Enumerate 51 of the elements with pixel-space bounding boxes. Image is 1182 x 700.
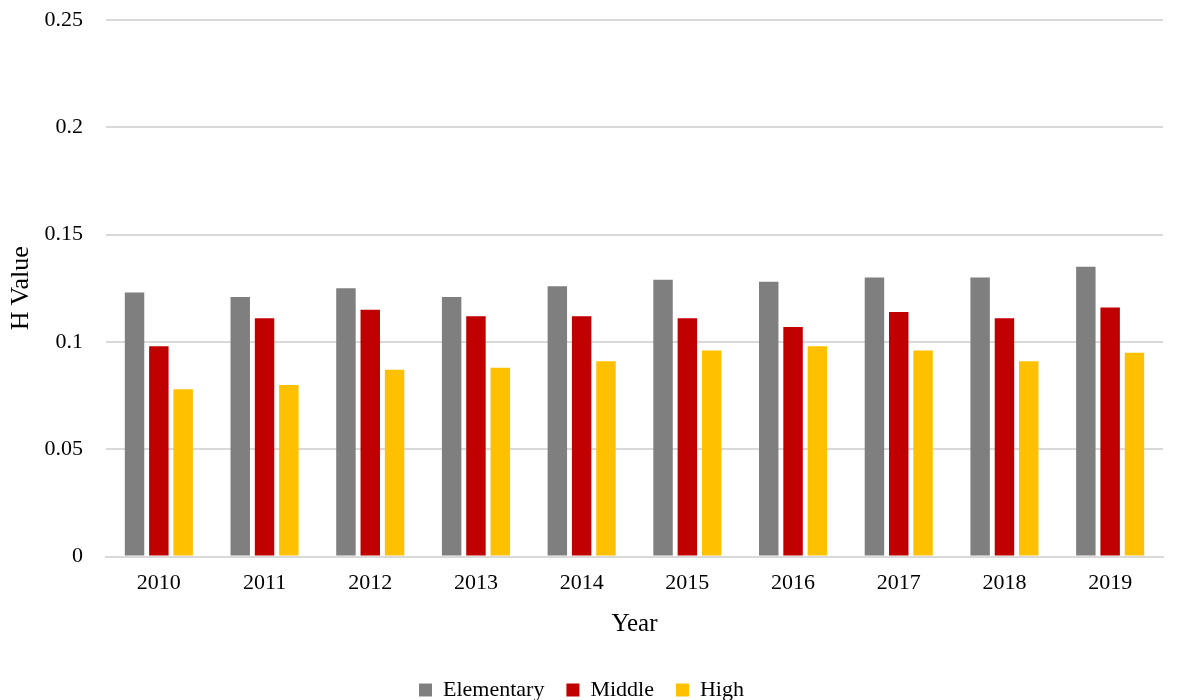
bar — [994, 318, 1015, 556]
legend-label: Middle — [590, 675, 654, 700]
bar — [490, 367, 510, 556]
x-tick-label: 2013 — [453, 568, 498, 594]
bar — [1076, 266, 1096, 556]
y-tick-label: 0 — [72, 542, 83, 568]
bar — [149, 346, 169, 556]
legend-label: High — [699, 675, 744, 700]
bar — [254, 318, 275, 556]
bar — [279, 384, 299, 556]
bar — [336, 288, 356, 556]
x-tick-label: 2016 — [771, 568, 816, 594]
bar — [807, 346, 828, 556]
x-tick-label: 2015 — [665, 568, 710, 594]
bar — [360, 309, 380, 556]
bar — [466, 316, 486, 556]
bar — [759, 281, 779, 556]
x-tick-label: 2019 — [1088, 568, 1133, 594]
bar — [173, 389, 193, 556]
x-tick-label: 2014 — [559, 568, 604, 594]
y-tick-label: 0.1 — [55, 327, 83, 353]
bar — [970, 277, 990, 556]
bar — [864, 277, 885, 556]
y-axis-title: H Value — [5, 246, 35, 331]
bar — [701, 350, 722, 556]
x-axis-title: Year — [611, 608, 659, 636]
y-tick-label: 0.2 — [55, 113, 83, 139]
x-tick-label: 2012 — [348, 568, 393, 594]
bar — [384, 369, 405, 556]
bar — [1100, 307, 1120, 556]
y-tick-label: 0.25 — [44, 5, 83, 31]
bar — [1124, 352, 1145, 556]
bar — [124, 292, 145, 556]
bar — [783, 326, 803, 556]
bar — [596, 361, 616, 556]
bar — [653, 279, 673, 556]
bar — [1019, 361, 1039, 556]
bar — [913, 350, 933, 556]
bar — [230, 296, 250, 556]
x-tick-label: 2011 — [242, 568, 287, 594]
y-tick-label: 0.15 — [44, 220, 83, 246]
y-tick-label: 0.05 — [44, 435, 83, 461]
bar — [571, 316, 592, 556]
legend-label: Elementary — [443, 675, 545, 700]
x-tick-label: 2017 — [876, 568, 921, 594]
bar — [547, 286, 568, 556]
x-tick-label: 2010 — [136, 568, 181, 594]
bar — [677, 318, 698, 556]
bar — [441, 296, 462, 556]
bar — [889, 311, 909, 556]
x-tick-label: 2018 — [982, 568, 1027, 594]
